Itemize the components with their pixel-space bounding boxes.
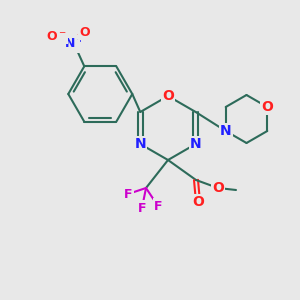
- Text: F: F: [154, 200, 162, 212]
- Text: O: O: [162, 89, 174, 103]
- Text: O: O: [212, 181, 224, 195]
- Text: O$^-$: O$^-$: [46, 30, 67, 43]
- Text: N: N: [190, 137, 202, 151]
- Text: O: O: [261, 100, 273, 114]
- Text: O: O: [79, 26, 90, 39]
- Text: N$^+$: N$^+$: [64, 37, 85, 52]
- Text: F: F: [138, 202, 146, 214]
- Text: N: N: [220, 124, 232, 138]
- Text: N: N: [134, 137, 146, 151]
- Text: O: O: [192, 195, 204, 209]
- Text: F: F: [124, 188, 132, 200]
